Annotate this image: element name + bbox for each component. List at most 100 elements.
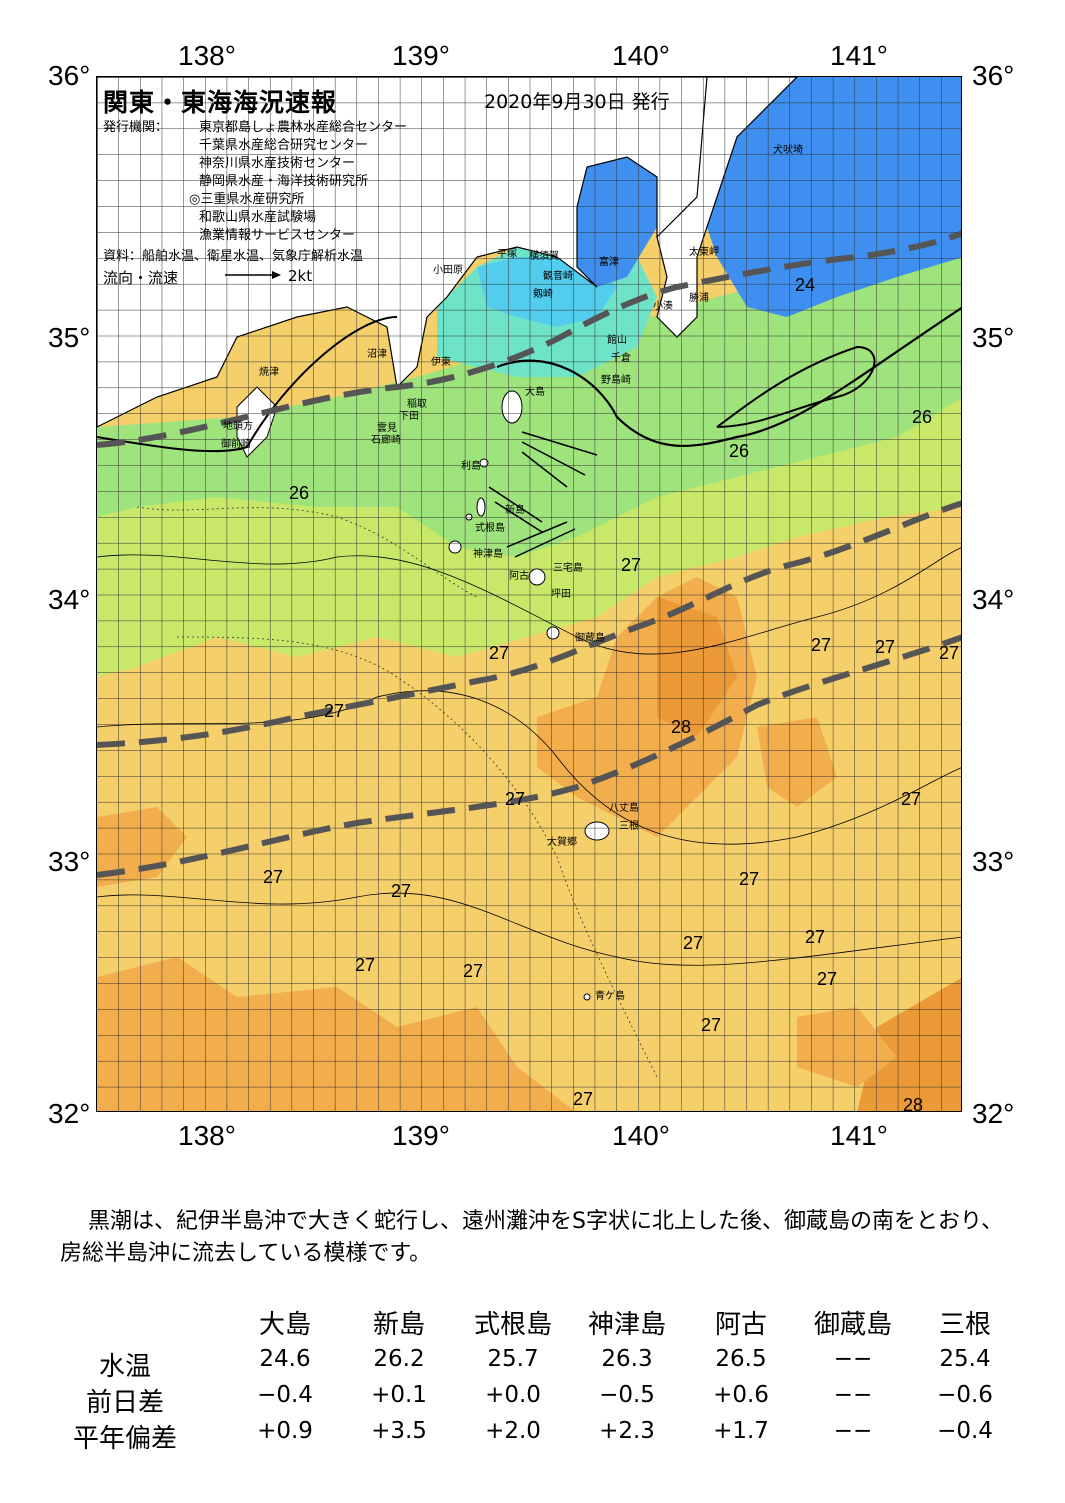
table-cell: 26.5: [715, 1346, 767, 1372]
sea-temperature-map: 関東・東海海況速報 2020年9月30日 発行 発行機関： 東京都島しょ農林水産…: [96, 76, 962, 1112]
column-header: 新島: [372, 1310, 425, 1340]
agency-item: ◎三重県水産研究所: [189, 192, 305, 207]
contour-thin: [97, 547, 961, 655]
row-label: 前日差: [85, 1388, 164, 1418]
island-kozushima: [448, 540, 462, 554]
temp-label: 27: [463, 961, 484, 981]
hot-patch: [857, 978, 961, 1111]
table-cell: +0.1: [371, 1382, 427, 1408]
table-cell: 25.7: [487, 1346, 539, 1372]
table-cell: +2.3: [599, 1418, 655, 1444]
table-cell: +1.7: [713, 1418, 769, 1444]
agency-item: 静岡県水産・海洋技術研究所: [199, 174, 369, 189]
column-header: 三根: [938, 1310, 991, 1340]
place-name: 野島崎: [601, 375, 631, 386]
place-name: 観音崎: [543, 271, 573, 282]
island-mikurajima: [546, 626, 560, 640]
temp-label: 26: [912, 407, 933, 427]
place-name: 式根島: [475, 523, 505, 534]
lat-label-right: 36°: [972, 60, 1015, 91]
place-name: 神津島: [473, 549, 503, 560]
temp-label: 27: [391, 881, 412, 901]
table-cell: −−: [833, 1382, 873, 1408]
lon-label-bottom: 139°: [392, 1120, 450, 1151]
hot-patch: [657, 597, 737, 737]
island-miyakejima: [528, 568, 546, 586]
issue-date: 2020年9月30日 発行: [484, 91, 670, 113]
temp-label: 27: [683, 933, 704, 953]
agency-label: 発行機関：: [103, 120, 169, 135]
kuroshio-axis: [97, 634, 961, 878]
temp-label: 27: [805, 927, 826, 947]
temp-label: 27: [875, 637, 896, 657]
current-arrows: [488, 431, 598, 558]
island-shikinejima: [465, 513, 473, 521]
table-row: 水温 24.6 26.2 25.7 26.3 26.5 −− 25.4: [60, 1346, 1020, 1382]
table-cell: −−: [833, 1418, 873, 1444]
temp-label: 27: [263, 867, 284, 887]
warm-patch: [97, 957, 575, 1111]
lat-label-left: 32°: [48, 1098, 91, 1129]
column-header: 式根島: [473, 1310, 552, 1340]
table-cell: +0.9: [257, 1418, 313, 1444]
lat-label-left: 35°: [48, 322, 91, 353]
place-name: 剱崎: [533, 289, 553, 300]
observation-table: 大島 新島 式根島 神津島 阿古 御蔵島 三根 水温 24.6 26.2 25.…: [60, 1304, 1020, 1454]
summary-text: 黒潮は、紀伊半島沖で大きく蛇行し、遠州灘沖をS字状に北上した後、御蔵島の南をとお…: [60, 1209, 1004, 1266]
place-name: 沼津: [367, 349, 387, 360]
agency-item: 千葉県水産総合研究センター: [199, 138, 369, 153]
place-name: 小湊: [653, 301, 673, 312]
flow-legend-label: 流向・流速: [103, 269, 179, 287]
isotherm-line: [716, 345, 876, 428]
flow-legend-unit: 2kt: [288, 267, 313, 285]
place-name: 大賀郷: [547, 837, 577, 848]
map-grid: [97, 77, 961, 1111]
kuroshio-axis: [97, 500, 961, 748]
table-cell: +0.6: [713, 1382, 769, 1408]
column-header: 神津島: [587, 1310, 666, 1340]
table-cell: −0.4: [257, 1382, 313, 1408]
island-aogashima: [583, 993, 591, 1001]
place-name: 三根: [619, 821, 639, 832]
column-header: 阿古: [714, 1310, 767, 1340]
lat-label-right: 34°: [972, 584, 1015, 615]
table-row: 平年偏差 +0.9 +3.5 +2.0 +2.3 +1.7 −− −0.4: [60, 1418, 1020, 1454]
lat-label-right: 32°: [972, 1098, 1015, 1129]
temp-label: 27: [489, 643, 510, 663]
lat-label-right: 33°: [972, 846, 1015, 877]
map-title: 関東・東海海況速報: [103, 88, 338, 117]
table-cell: +0.0: [485, 1382, 541, 1408]
place-name: 坪田: [551, 589, 571, 600]
table-cell: 26.3: [601, 1346, 653, 1372]
place-name: 御蔵島: [575, 633, 605, 644]
temp-label: 24: [795, 275, 816, 295]
place-name: 青ケ島: [595, 991, 625, 1002]
place-name: 阿古: [509, 571, 529, 582]
land-boso: [656, 77, 798, 338]
island-oshima: [501, 390, 523, 424]
temp-label: 27: [324, 701, 345, 721]
lon-label-top: 139°: [392, 40, 450, 71]
place-name: 稲取: [407, 399, 427, 410]
temp-label: 28: [671, 717, 692, 737]
data-source: 資料：船舶水温、衛星水温、気象庁解析水温: [103, 249, 364, 264]
table-row: 前日差 −0.4 +0.1 +0.0 −0.5 +0.6 −− −0.6: [60, 1382, 1020, 1418]
place-name: 犬吠埼: [773, 145, 803, 156]
lat-label-left: 34°: [48, 584, 91, 615]
table-cell: 24.6: [259, 1346, 311, 1372]
tokyo-bay-cold: [577, 157, 657, 287]
temp-label: 27: [811, 635, 832, 655]
lon-label-bottom: 141°: [830, 1120, 888, 1151]
column-header: 大島: [258, 1310, 311, 1340]
table-cell: −0.4: [937, 1418, 993, 1444]
lat-label-right: 35°: [972, 322, 1015, 353]
agency-item: 神奈川県水産技術センター: [199, 156, 356, 171]
place-name: 富津: [599, 257, 619, 268]
place-name: 千倉: [611, 353, 631, 364]
table-cell: −−: [833, 1346, 873, 1372]
place-name: 下田: [399, 411, 419, 422]
temp-label: 27: [739, 869, 760, 889]
row-label: 水温: [98, 1352, 151, 1382]
table-cell: +2.0: [485, 1418, 541, 1444]
temp-label: 27: [621, 555, 642, 575]
